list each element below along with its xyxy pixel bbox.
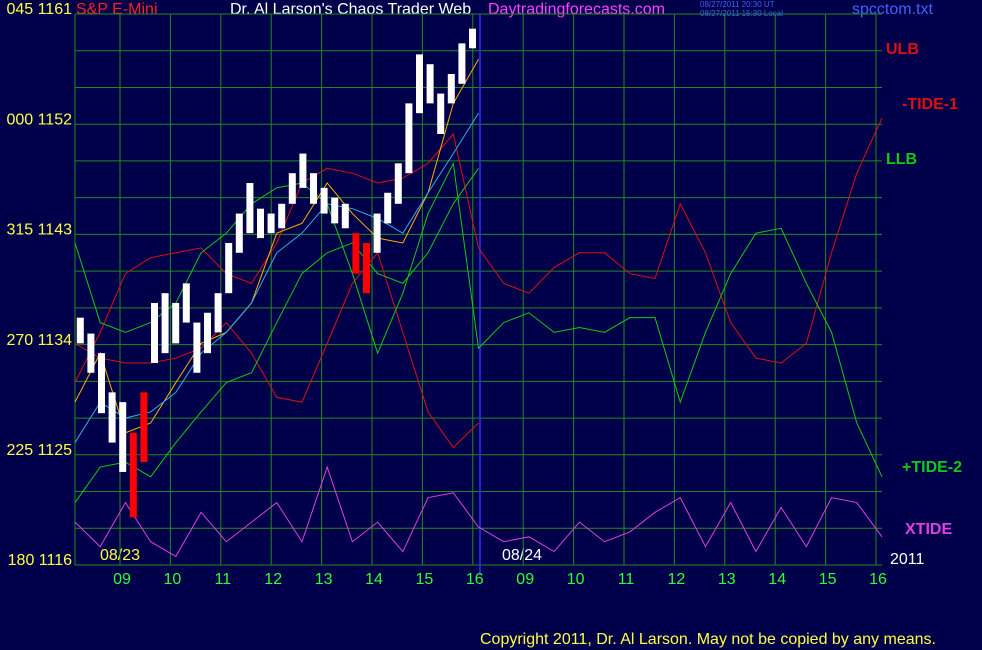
x-tick-label: 14	[768, 571, 786, 588]
line-series	[74, 465, 883, 558]
x-tick-label: 16	[869, 571, 887, 588]
price-bar	[204, 312, 211, 354]
y-tick-label: 315 1143	[6, 222, 72, 239]
price-bar	[299, 153, 307, 188]
price-bar	[331, 197, 339, 224]
price-bar	[310, 173, 317, 204]
chart-title: Dr. Al Larson's Chaos Trader Web	[230, 1, 471, 18]
x-tick-label: 15	[416, 571, 434, 588]
price-bar	[458, 43, 466, 84]
x-tick-label: 13	[718, 571, 736, 588]
price-bar	[384, 192, 392, 224]
price-bar	[87, 333, 95, 373]
x-tick-label: 13	[315, 571, 333, 588]
price-bar	[373, 213, 381, 253]
price-bar	[278, 203, 286, 229]
price-bar	[76, 317, 84, 344]
y-tick-label: 180 1116	[8, 552, 72, 569]
y-tick-label: 270 1134	[6, 332, 72, 349]
price-bar	[182, 283, 190, 323]
price-bar	[363, 242, 370, 294]
price-bar	[225, 242, 233, 294]
y-tick-label: 045 1161	[6, 1, 72, 18]
x-tick-label: 10	[164, 571, 182, 588]
price-bar	[288, 173, 296, 204]
y-tick-label: 000 1152	[6, 111, 72, 128]
price-bar	[193, 322, 201, 373]
copyright: Copyright 2011, Dr. Al Larson. May not b…	[480, 631, 936, 648]
price-bar	[469, 28, 476, 49]
legend-label: ULB	[886, 41, 919, 58]
price-bar	[267, 213, 275, 234]
price-bar	[246, 182, 254, 234]
price-bar	[108, 392, 116, 443]
site: Daytradingforecasts.com	[488, 1, 665, 18]
file-name: spcctom.txt	[852, 1, 933, 18]
price-bar	[161, 293, 169, 354]
line-series	[74, 251, 479, 449]
price-bar	[341, 203, 349, 229]
symbol: S&P E-Mini	[76, 1, 158, 18]
legend-label: +TIDE-2	[902, 459, 962, 476]
price-bar	[426, 64, 434, 104]
price-bar	[151, 302, 158, 363]
price-bar	[119, 402, 127, 472]
price-bar	[352, 233, 360, 274]
x-tick-label: 15	[819, 571, 837, 588]
x-tick-label: 11	[618, 571, 635, 588]
legend-label: LLB	[886, 151, 917, 168]
price-bar	[437, 93, 445, 134]
price-bar	[394, 163, 402, 204]
x-tick-label: 09	[113, 571, 131, 588]
price-bar	[140, 392, 148, 463]
price-bar	[235, 213, 243, 253]
x-tick-label: 14	[365, 571, 383, 588]
price-bar	[257, 208, 264, 239]
x-tick-label: 11	[214, 571, 231, 588]
y-tick-label: 225 1125	[6, 442, 72, 459]
x-tick-label: 16	[466, 571, 484, 588]
x-tick-label: 10	[567, 571, 585, 588]
price-bar	[214, 293, 222, 333]
line-series	[74, 167, 479, 503]
line-series	[74, 161, 883, 478]
x-tick-label: 09	[516, 571, 534, 588]
price-bar	[129, 432, 137, 518]
timestamp: 08/27/2011 20:30 UT	[700, 0, 775, 9]
x-tick-label: 12	[264, 571, 282, 588]
year-label: 2011	[890, 551, 925, 568]
price-bar	[447, 73, 455, 104]
price-bar	[405, 103, 413, 174]
x-tick-label: 12	[668, 571, 686, 588]
legend-label: -TIDE-1	[902, 96, 958, 113]
date-label: 08/24	[502, 547, 542, 564]
line-series	[74, 117, 883, 383]
legend-label: XTIDE	[905, 521, 952, 538]
price-bar	[320, 187, 328, 214]
price-bar	[172, 302, 180, 344]
price-bar	[98, 353, 105, 414]
price-bar	[416, 54, 423, 114]
